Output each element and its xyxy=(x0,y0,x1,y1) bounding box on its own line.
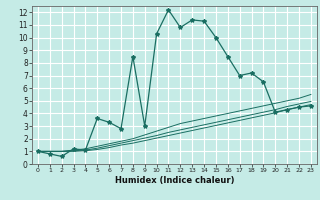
X-axis label: Humidex (Indice chaleur): Humidex (Indice chaleur) xyxy=(115,176,234,185)
